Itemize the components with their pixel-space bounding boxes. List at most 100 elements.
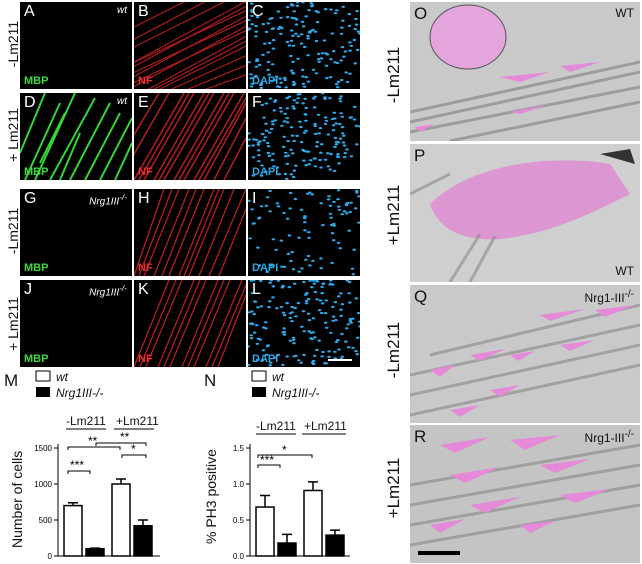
legend-swatch-wt [251, 370, 267, 382]
chart-M: M wt Nrg1III-/- -Lm211 +Lm211 0 500 1000 15… [4, 370, 160, 561]
stain-label: DAPI [252, 75, 279, 87]
y-tick-label: 1500 [34, 444, 52, 453]
panel-letter: O [414, 4, 428, 23]
em-row-label-R: +Lm211 [384, 457, 403, 519]
panel-letter: A [24, 3, 35, 20]
bar-Nrg1III-/--+Lm211 [325, 534, 345, 557]
panel-O-em: O WT [410, 2, 640, 141]
sig-label-1: *** [70, 458, 84, 472]
genotype-label: Nrg1III-/- [89, 192, 127, 208]
panel-letter: C [252, 3, 264, 20]
error-bar [138, 519, 148, 526]
panel-C-dapi: C DAPI [248, 2, 360, 89]
sig-label-3: ** [120, 430, 130, 444]
stain-label: MBP [24, 166, 49, 178]
genotype-label: WT [615, 6, 634, 20]
bar-wt-+Lm211 [303, 489, 323, 557]
panel-letter: I [252, 190, 257, 207]
sig-label-4: * [131, 442, 136, 456]
stain-label: NF [138, 353, 153, 365]
panel-D-mbp: D wt MBP [20, 93, 132, 180]
row-label-minus-nrg: -Lm211 [5, 207, 21, 255]
group-label-plus: +Lm211 [304, 419, 347, 433]
sig-bracket-3 [95, 442, 147, 446]
panel-Q-em: Q Nrg1-III-/- [410, 285, 640, 423]
group-label-minus: -Lm211 [66, 414, 106, 428]
row-label-plus-wt: + Lm211 [5, 108, 21, 162]
sig-label-2: ** [88, 434, 98, 448]
bar-wt--Lm211 [255, 506, 275, 557]
y-tick-label: 0.0 [233, 552, 245, 561]
y-tick-label: 0.5 [233, 516, 245, 525]
genotype-label: Nrg1-III-/- [584, 289, 634, 305]
y-tick-label: 500 [39, 516, 53, 525]
sig-bracket-2 [257, 454, 313, 458]
error-bar [68, 501, 78, 506]
stain-label: DAPI [252, 262, 279, 274]
legend-label-wt: wt [272, 370, 285, 384]
panel-letter: G [24, 190, 37, 207]
sig-bracket-2 [67, 446, 121, 450]
panel-letter-N: N [204, 371, 216, 390]
error-bar [260, 494, 270, 508]
group-label-plus: +Lm211 [116, 414, 159, 428]
chart-N: N wt Nrg1III-/- -Lm211 +Lm211 0.0 0.5 1.0 1… [203, 370, 350, 561]
genotype-label: wt [117, 96, 127, 107]
stain-label: NF [138, 75, 153, 87]
panel-letter: E [138, 94, 149, 111]
bar-Nrg1III-/--+Lm211 [133, 525, 153, 557]
panel-letter: P [414, 146, 426, 165]
panel-J-mbp: J Nrg1III-/- MBP [20, 280, 132, 367]
group-label-minus: -Lm211 [256, 419, 296, 433]
panel-K-nf: K NF [134, 280, 246, 367]
panel-L-dapi: L DAPI [248, 280, 360, 367]
sig-bracket-1 [67, 470, 91, 474]
stain-label: DAPI [252, 166, 279, 178]
panel-R-em: R Nrg1-III-/- [410, 425, 640, 563]
em-row-label-P: +Lm211 [384, 184, 403, 246]
stain-label: NF [138, 262, 153, 274]
panel-E-nf: E NF [134, 93, 246, 180]
row-label-plus-nrg: + Lm211 [5, 297, 21, 351]
y-tick-label: 1.0 [233, 480, 245, 489]
legend-swatch-wt [35, 370, 51, 382]
error-bar [116, 478, 126, 484]
error-bar [282, 533, 292, 544]
panel-F-dapi: F DAPI [248, 93, 360, 180]
panel-H-nf: H NF [134, 189, 246, 276]
stain-label: MBP [24, 353, 49, 365]
em-row-label-O: -Lm211 [384, 46, 403, 104]
panel-letter: R [414, 427, 427, 446]
row-label-minus-wt: -Lm211 [5, 20, 21, 68]
sig-label-1: *** [260, 453, 274, 467]
stain-label: MBP [24, 75, 49, 87]
error-bar [330, 529, 340, 536]
panel-letter: J [24, 281, 32, 298]
panel-letter: Q [414, 287, 428, 306]
stain-label: MBP [24, 262, 49, 274]
genotype-label: wt [117, 5, 127, 16]
genotype-label: Nrg1III-/- [89, 283, 127, 299]
bar-wt--Lm211 [63, 504, 83, 557]
legend-label-wt: wt [56, 370, 69, 384]
panel-letter-M: M [4, 371, 18, 390]
panel-letter: D [24, 94, 36, 111]
y-tick-label: 1.5 [233, 444, 245, 453]
panel-letter: H [138, 190, 150, 207]
panel-letter: L [252, 281, 261, 298]
panel-A-mbp: A wt MBP [20, 2, 132, 89]
stain-label: DAPI [252, 353, 279, 365]
y-tick-label: 0 [48, 552, 53, 561]
panel-letter: K [138, 281, 149, 298]
genotype-label: WT [615, 264, 634, 278]
legend-swatch-nrg [252, 387, 266, 397]
bar-wt-+Lm211 [111, 483, 131, 557]
legend-label-nrg: Nrg1III-/- [272, 386, 319, 400]
bar-Nrg1III-/---Lm211 [85, 548, 105, 557]
bar-Nrg1III-/---Lm211 [277, 542, 297, 557]
panel-B-nf: B NF [134, 2, 246, 89]
panel-P-em: P WT [410, 144, 640, 282]
stain-label: NF [138, 166, 153, 178]
sig-bracket-1 [257, 464, 281, 468]
y-tick-label: 1000 [34, 480, 52, 489]
